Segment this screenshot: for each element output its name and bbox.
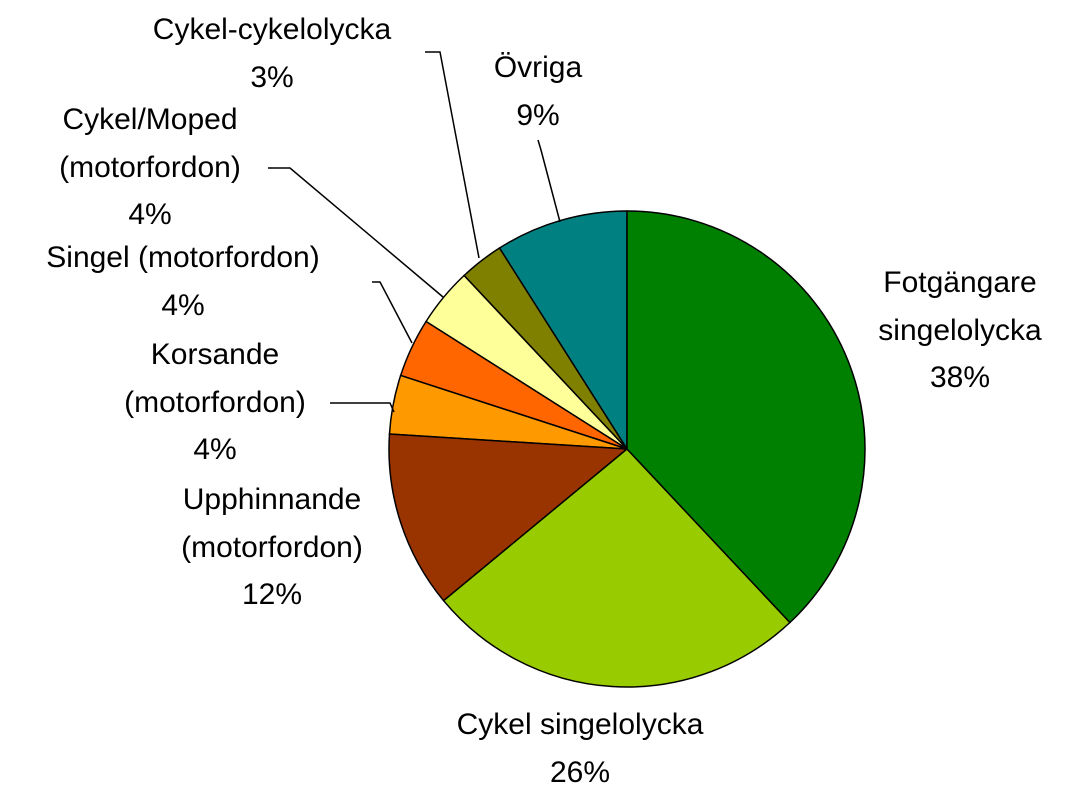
pie-slice — [442, 447, 791, 688]
category-name: Övriga — [493, 51, 583, 85]
category-name: Cykel singelolycka — [456, 708, 704, 742]
slice-label: Singel (motorfordon) 4% — [3, 234, 363, 329]
pie-slice — [498, 210, 628, 452]
leader-line — [268, 167, 444, 298]
percent-label: 12% — [241, 578, 303, 612]
percent-label: 4% — [128, 198, 172, 232]
slice-label: Korsande (motorfordon) 4% — [100, 331, 330, 474]
leader-line — [330, 402, 395, 413]
slice-label: Cykel singelolycka 26% — [410, 701, 750, 796]
leader-line — [537, 139, 561, 223]
pie-slice — [388, 433, 629, 602]
category-name: Cykel-cykelolycka — [152, 13, 392, 47]
percent-label: 38% — [929, 361, 991, 395]
slice-label: Upphinnande (motorfordon) 12% — [157, 476, 387, 619]
leader-lines — [268, 51, 561, 413]
category-name: Upphinnande (motorfordon) — [181, 483, 363, 564]
percent-label: 4% — [193, 433, 237, 467]
slice-label: Cykel-cykelolycka 3% — [112, 6, 432, 101]
percent-label: 3% — [250, 60, 294, 94]
leader-line — [425, 51, 480, 259]
pie-slice — [626, 210, 866, 624]
leader-line — [372, 281, 413, 344]
percent-label: 9% — [516, 98, 560, 132]
slice-label: Övriga 9% — [438, 44, 638, 139]
category-name: Korsande (motorfordon) — [124, 338, 306, 419]
category-name: Cykel/Moped (motorfordon) — [59, 103, 241, 184]
slice-label: Fotgängare singelolycka 38% — [855, 259, 1065, 402]
slice-label: Cykel/Moped (motorfordon) 4% — [30, 96, 270, 239]
category-name: Singel (motorfordon) — [46, 241, 320, 275]
percent-label: 4% — [161, 288, 205, 322]
percent-label: 26% — [549, 755, 611, 789]
category-name: Fotgängare singelolycka — [878, 266, 1042, 347]
